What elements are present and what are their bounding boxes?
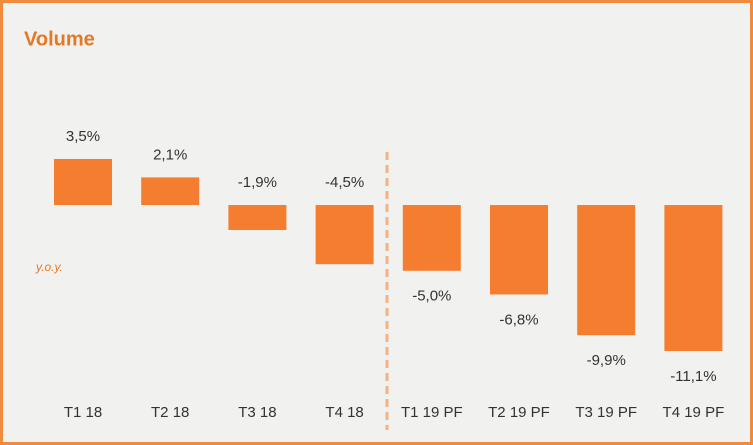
x-tick-label: T1 18 — [64, 404, 102, 421]
x-tick-label: T4 19 PF — [663, 404, 725, 421]
data-label: -1,9% — [238, 174, 277, 191]
data-label: -11,1% — [670, 368, 716, 385]
chart-title: Volume — [24, 28, 95, 50]
data-label: -6,8% — [499, 311, 538, 328]
data-label: 3,5% — [66, 128, 100, 145]
bar — [664, 205, 723, 351]
x-tick-label: T1 19 PF — [401, 404, 463, 421]
data-label: -9,9% — [587, 352, 626, 369]
x-tick-label: T2 18 — [151, 404, 189, 421]
bar — [490, 205, 548, 295]
x-tick-label: T3 18 — [238, 404, 276, 421]
bar — [315, 205, 374, 265]
x-tick-label: T2 19 PF — [488, 404, 550, 421]
data-label: 2,1% — [153, 146, 187, 163]
bar — [577, 205, 636, 336]
data-label: -4,5% — [325, 174, 364, 191]
bar — [54, 159, 112, 206]
x-tick-label: T4 18 — [325, 404, 363, 421]
bar — [402, 205, 461, 271]
bar — [141, 177, 200, 206]
data-label: -5,0% — [412, 288, 451, 305]
annotation: y.o.y. — [35, 260, 63, 274]
bar — [228, 205, 287, 231]
x-tick-label: T3 19 PF — [575, 404, 637, 421]
